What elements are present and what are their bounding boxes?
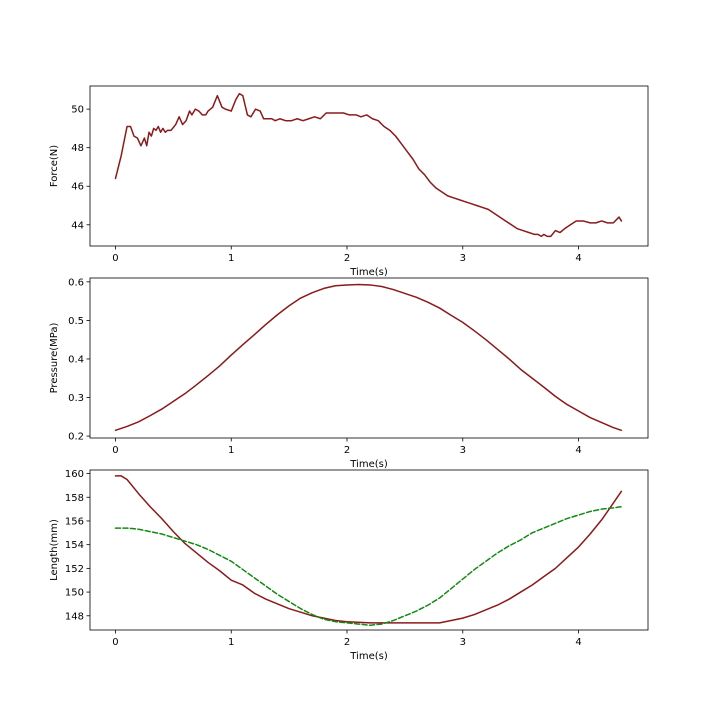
force-y-tick-label: 48 — [71, 143, 84, 154]
pressure-series-line-0 — [114, 283, 623, 432]
pressure-x-tick-label: 0 — [112, 445, 118, 456]
force-x-tick-label: 3 — [460, 253, 466, 264]
length-x-tick-label: 0 — [112, 637, 118, 648]
force-series-line-0 — [114, 92, 623, 238]
force-y-tick-label: 44 — [71, 220, 84, 231]
pressure-x-axis-label: Time(s) — [349, 459, 388, 470]
length-y-tick-label: 156 — [65, 516, 84, 527]
pressure-x-tick-label: 3 — [460, 445, 466, 456]
force-x-axis-label: Time(s) — [349, 267, 388, 278]
pressure-y-tick-label: 0.3 — [68, 393, 84, 404]
length-chart: 0 1 2 3 4 148 150 152 154 156 158 160 Time(s) Length(… — [49, 469, 649, 662]
length-axes-frame — [89, 469, 649, 631]
length-y-tick-label: 150 — [65, 588, 84, 599]
pressure-y-tick-label: 0.2 — [68, 432, 84, 443]
force-x-tick-label: 4 — [575, 253, 581, 264]
pressure-axes-frame — [89, 277, 649, 439]
length-series-line-0 — [114, 475, 623, 624]
force-y-tick-label: 50 — [71, 105, 84, 116]
length-series-line-1 — [114, 505, 623, 627]
length-y-tick-label: 160 — [65, 469, 84, 480]
force-axes-frame — [89, 85, 649, 247]
pressure-x-tick-label: 1 — [228, 445, 234, 456]
length-x-tick-label: 1 — [228, 637, 234, 648]
pressure-y-tick-label: 0.6 — [68, 277, 84, 288]
length-x-axis-label: Time(s) — [349, 651, 388, 662]
pressure-chart: 0 1 2 3 4 0.2 0.3 0.4 0.5 0.6 Time(s) Pressure(MPa) — [49, 277, 649, 470]
length-y-tick-label: 154 — [65, 540, 84, 551]
length-y-tick-label: 158 — [65, 493, 84, 504]
length-y-tick-label: 152 — [65, 564, 84, 575]
pressure-y-tick-label: 0.4 — [68, 354, 84, 365]
force-x-tick-label: 2 — [344, 253, 350, 264]
force-x-tick-label: 0 — [112, 253, 118, 264]
pressure-x-tick-label: 4 — [575, 445, 581, 456]
length-x-tick-label: 3 — [460, 637, 466, 648]
length-x-tick-label: 2 — [344, 637, 350, 648]
length-y-tick-label: 148 — [65, 611, 84, 622]
force-y-axis-label: Force(N) — [49, 145, 60, 187]
length-x-tick-label: 4 — [575, 637, 581, 648]
force-y-tick-label: 46 — [71, 182, 84, 193]
force-x-tick-label: 1 — [228, 253, 234, 264]
length-y-axis-label: Length(mm) — [49, 519, 60, 581]
pressure-x-tick-label: 2 — [344, 445, 350, 456]
pressure-y-tick-label: 0.5 — [68, 316, 84, 327]
pressure-y-axis-label: Pressure(MPa) — [49, 322, 60, 393]
